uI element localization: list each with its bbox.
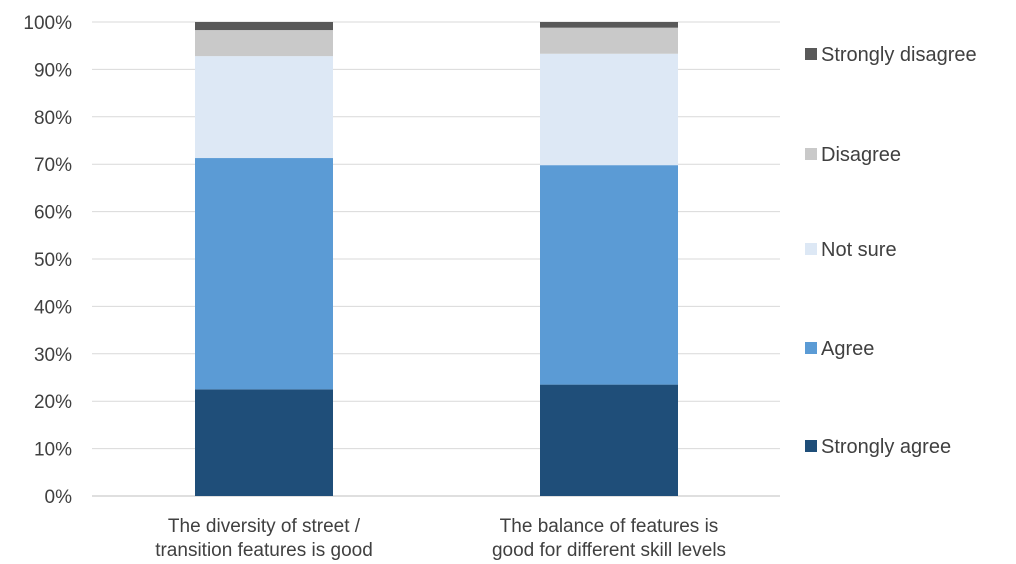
legend-label: Not sure [821, 239, 897, 261]
bar-segment-agree [540, 165, 678, 385]
y-tick-label: 60% [34, 203, 72, 224]
y-tick-label: 20% [34, 392, 72, 413]
bar-segment-disagree [540, 27, 678, 54]
y-tick-label: 50% [34, 250, 72, 271]
bar-segment-agree [195, 158, 333, 390]
legend-label: Strongly agree [821, 436, 951, 458]
x-category-label: The balance of features is [500, 516, 719, 537]
legend-label: Strongly disagree [821, 44, 977, 66]
legend-swatch [805, 48, 817, 60]
bar-segment-disagree [195, 30, 333, 57]
x-category-label: The diversity of street / [168, 516, 361, 537]
y-tick-label: 90% [34, 60, 72, 81]
bar-segment-not-sure [540, 53, 678, 166]
legend-swatch [805, 342, 817, 354]
x-category-label: transition features is good [155, 540, 373, 561]
legend-label: Disagree [821, 144, 901, 166]
y-tick-label: 10% [34, 440, 72, 461]
y-tick-label: 30% [34, 345, 72, 366]
bar-segment-strongly-disagree [540, 22, 678, 28]
legend: Strongly disagree Disagree Not sure Agree St… [805, 44, 977, 458]
bars [195, 22, 678, 496]
bar-segment-strongly-agree [195, 389, 333, 496]
x-axis-labels: The diversity of street / transition feat… [155, 516, 726, 561]
x-category-label: good for different skill levels [492, 540, 726, 561]
legend-swatch [805, 148, 817, 160]
y-tick-label: 100% [23, 13, 72, 34]
bar-segment-strongly-disagree [195, 22, 333, 31]
y-axis-ticks: 0% 10% 20% 30% 40% 50% 60% 70% 80% 90% 100% [23, 13, 72, 508]
bar-segment-strongly-agree [540, 384, 678, 496]
y-tick-label: 40% [34, 297, 72, 318]
y-tick-label: 70% [34, 155, 72, 176]
legend-label: Agree [821, 338, 874, 360]
legend-swatch [805, 243, 817, 255]
y-tick-label: 0% [45, 487, 73, 508]
y-tick-label: 80% [34, 108, 72, 129]
legend-swatch [805, 440, 817, 452]
bar-segment-not-sure [195, 56, 333, 159]
